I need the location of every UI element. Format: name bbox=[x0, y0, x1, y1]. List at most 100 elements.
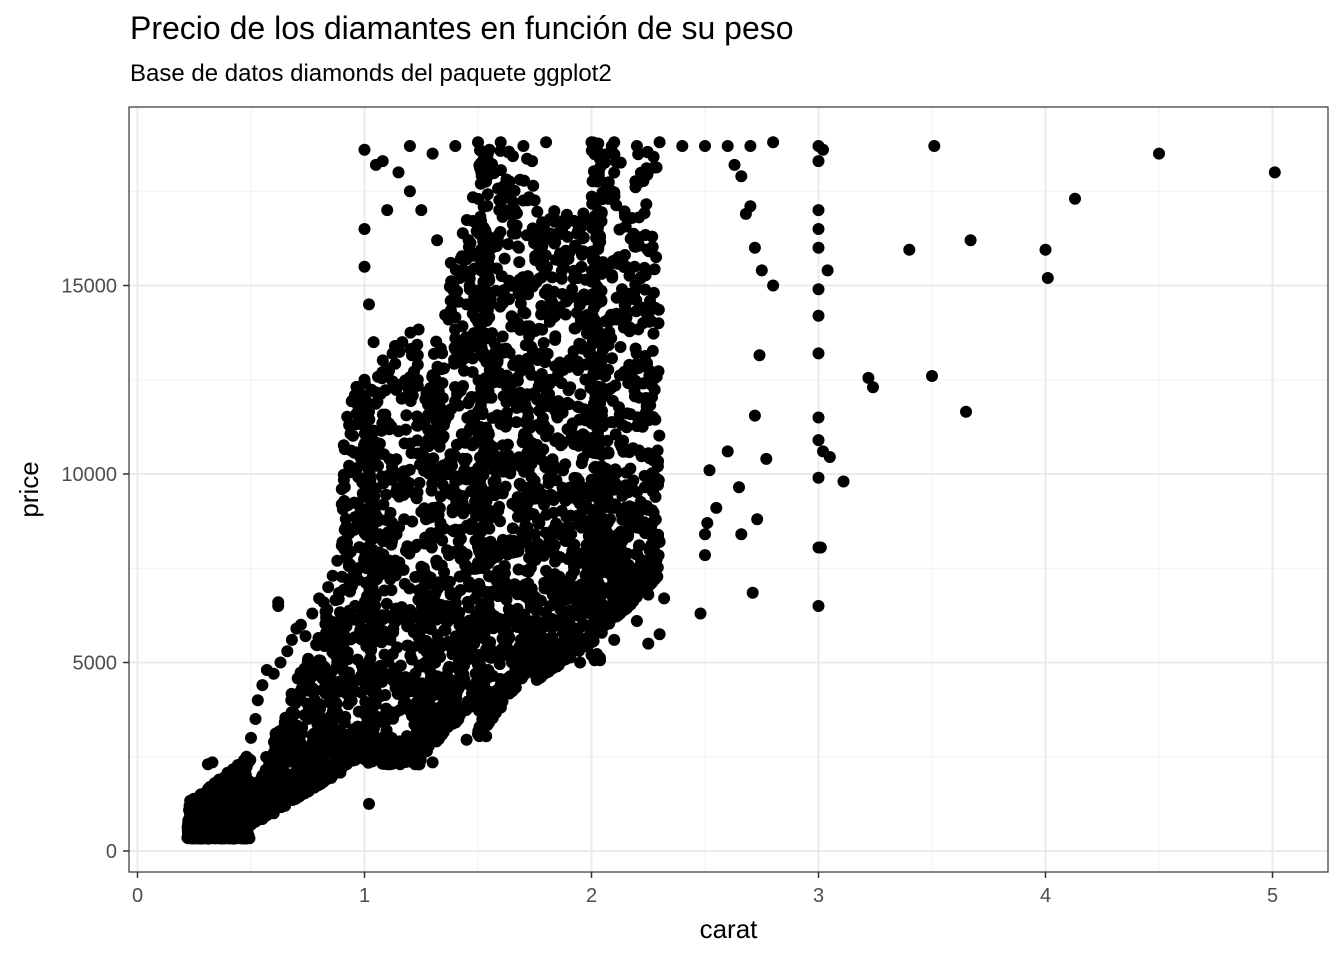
data-point bbox=[512, 563, 525, 576]
data-point bbox=[574, 656, 587, 669]
data-point bbox=[567, 645, 580, 658]
data-point bbox=[591, 221, 604, 234]
data-point bbox=[375, 470, 388, 483]
data-point bbox=[482, 271, 495, 284]
data-point bbox=[342, 653, 355, 666]
data-point bbox=[573, 497, 586, 510]
data-point bbox=[637, 317, 650, 329]
data-point bbox=[383, 364, 395, 377]
data-point bbox=[536, 216, 549, 229]
data-point bbox=[415, 719, 428, 732]
data-point bbox=[632, 176, 645, 189]
x-tick-label: 4 bbox=[1040, 885, 1051, 907]
data-point bbox=[544, 534, 557, 547]
data-point bbox=[360, 545, 373, 558]
data-point bbox=[569, 322, 582, 335]
data-point bbox=[434, 342, 447, 355]
data-point bbox=[539, 249, 552, 262]
data-point bbox=[606, 394, 619, 407]
data-point bbox=[462, 624, 475, 637]
data-point bbox=[399, 423, 412, 436]
data-point bbox=[547, 458, 560, 471]
data-point bbox=[419, 643, 431, 656]
data-point bbox=[223, 825, 236, 838]
x-axis-title: carat bbox=[700, 914, 759, 944]
data-point bbox=[744, 200, 757, 213]
data-point bbox=[496, 632, 509, 645]
data-point bbox=[294, 618, 307, 631]
data-point bbox=[428, 708, 441, 721]
data-point bbox=[515, 461, 528, 474]
data-point bbox=[596, 190, 609, 203]
data-point bbox=[746, 586, 759, 599]
data-point bbox=[488, 489, 501, 502]
data-point bbox=[274, 656, 287, 669]
data-point bbox=[337, 473, 350, 486]
data-point bbox=[463, 395, 476, 408]
x-tick-label: 2 bbox=[586, 885, 597, 907]
data-point bbox=[364, 726, 377, 739]
data-point bbox=[415, 617, 428, 630]
data-point bbox=[480, 685, 493, 697]
data-point bbox=[452, 535, 465, 548]
data-point bbox=[369, 551, 382, 564]
data-point bbox=[812, 283, 825, 296]
data-point bbox=[812, 155, 825, 168]
data-point bbox=[560, 208, 573, 221]
data-point bbox=[530, 227, 543, 239]
data-point bbox=[812, 434, 825, 447]
data-point bbox=[188, 816, 201, 829]
data-point bbox=[964, 234, 977, 247]
data-point bbox=[593, 147, 606, 159]
data-point bbox=[753, 349, 766, 362]
data-point bbox=[461, 503, 474, 515]
data-point bbox=[568, 471, 581, 484]
x-tick-label: 3 bbox=[813, 885, 824, 907]
data-point bbox=[608, 190, 621, 203]
data-point bbox=[380, 597, 393, 610]
data-point bbox=[482, 330, 495, 343]
data-point bbox=[633, 211, 645, 224]
data-point bbox=[295, 727, 308, 740]
data-point bbox=[520, 229, 533, 242]
data-point bbox=[605, 332, 618, 345]
data-point bbox=[572, 590, 585, 603]
data-point bbox=[580, 487, 593, 500]
data-point bbox=[631, 565, 644, 577]
data-point bbox=[624, 462, 637, 475]
data-point bbox=[733, 481, 745, 494]
data-point bbox=[462, 601, 475, 614]
data-point bbox=[355, 510, 368, 523]
data-point bbox=[589, 336, 602, 349]
data-point bbox=[575, 260, 588, 273]
data-point bbox=[627, 484, 640, 497]
data-point bbox=[341, 537, 353, 549]
data-point bbox=[535, 300, 548, 312]
data-point bbox=[461, 348, 474, 361]
data-point bbox=[486, 411, 499, 424]
data-point bbox=[400, 409, 413, 422]
data-point bbox=[506, 227, 519, 240]
data-point bbox=[622, 558, 635, 571]
y-tick-label: 5000 bbox=[73, 653, 118, 675]
data-point bbox=[369, 591, 382, 604]
data-point bbox=[477, 562, 490, 574]
data-point bbox=[647, 544, 660, 557]
data-point bbox=[518, 389, 531, 402]
data-point bbox=[329, 594, 342, 607]
data-point bbox=[431, 672, 444, 685]
data-point bbox=[428, 509, 441, 522]
data-point bbox=[403, 477, 416, 490]
data-point bbox=[373, 749, 385, 762]
data-point bbox=[401, 540, 414, 553]
data-point bbox=[406, 349, 418, 362]
data-point bbox=[514, 587, 527, 600]
data-point bbox=[380, 488, 393, 501]
data-point bbox=[463, 580, 476, 593]
data-point bbox=[214, 818, 227, 831]
data-point bbox=[812, 204, 825, 217]
data-point bbox=[376, 408, 389, 421]
data-point bbox=[366, 452, 379, 465]
data-point bbox=[195, 832, 208, 845]
